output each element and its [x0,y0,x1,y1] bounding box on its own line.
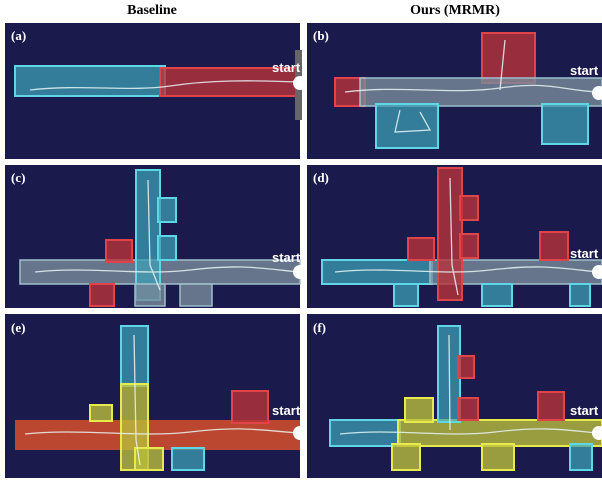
start-label: start [272,250,301,265]
start-label: start [272,403,301,418]
panel-label: (a) [11,28,26,43]
panel: (e) start [5,314,307,478]
start-label: start [570,63,599,78]
column-heading: Baseline [127,3,177,18]
panel: (a) start [5,23,307,159]
panel: (f) start [307,314,602,478]
start-label: start [570,403,599,418]
start-label: start [570,246,599,261]
panel: (c) start [5,165,307,308]
panel: (b) start [307,23,602,159]
panel-label: (e) [11,320,25,335]
panel-label: (d) [313,170,329,185]
panel-label: (f) [313,320,326,335]
figure: Baseline Ours (MRMR) (a) start (b) start [0,0,602,481]
panel-label: (c) [11,170,25,185]
panel-label: (b) [313,28,329,43]
column-heading: Ours (MRMR) [410,3,500,18]
start-label: start [272,60,301,75]
panel: (d) start [307,165,602,308]
